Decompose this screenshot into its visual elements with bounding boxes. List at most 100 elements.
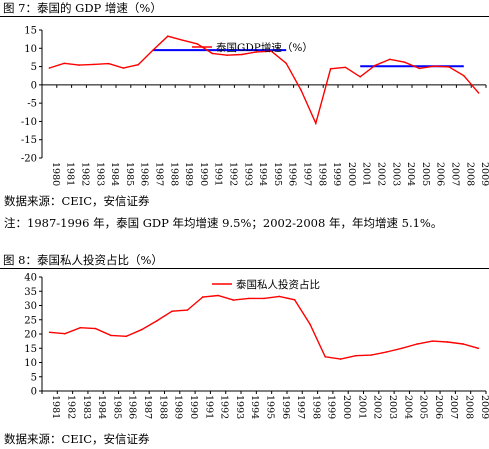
data-point [232, 299, 235, 301]
x-tick-label: 1990 [198, 162, 209, 186]
data-point [300, 89, 302, 91]
data-point [247, 297, 250, 300]
x-tick-label: 1991 [213, 162, 224, 186]
data-point [400, 347, 403, 350]
x-tick-label: 1985 [124, 162, 135, 186]
x-tick-label: 1992 [219, 395, 230, 419]
y-tick-label: 40 [24, 273, 37, 284]
data-point [122, 67, 125, 69]
data-point [107, 62, 110, 65]
data-point [309, 323, 311, 325]
data-point [270, 50, 273, 53]
x-tick-label: 2000 [341, 395, 352, 419]
y-tick-label: 20 [24, 330, 37, 341]
data-point [416, 343, 418, 345]
data-point [93, 63, 95, 66]
x-tick-label: 2008 [464, 162, 475, 186]
x-tick-label: 2003 [390, 162, 401, 186]
data-point [63, 62, 65, 65]
x-tick-label: 1998 [316, 162, 327, 186]
x-tick-label: 2001 [361, 162, 372, 186]
data-point [477, 347, 480, 350]
data-point [263, 297, 265, 300]
data-point [48, 67, 51, 69]
x-tick-label: 1991 [203, 395, 214, 419]
x-tick-label: 1984 [109, 162, 120, 186]
data-point [79, 326, 82, 329]
data-point [463, 74, 465, 77]
data-point [374, 64, 376, 67]
x-tick-label: 2004 [402, 395, 413, 419]
legend-label: 泰国GDP增速（%） [216, 41, 313, 54]
x-tick-label: 1980 [50, 162, 61, 186]
data-point [125, 335, 128, 338]
x-tick-label: 1993 [234, 395, 245, 419]
x-tick-label: 2008 [464, 395, 475, 419]
x-tick-label: 1994 [249, 395, 260, 419]
x-tick-label: 1989 [183, 162, 194, 186]
x-tick-label: 1986 [139, 162, 150, 186]
data-point [171, 310, 173, 312]
data-point [359, 76, 362, 78]
x-tick-label: 1994 [257, 162, 268, 186]
y-tick-label: -15 [21, 135, 37, 146]
data-point [186, 309, 189, 311]
x-tick-label: 1987 [154, 162, 165, 186]
x-tick-label: 1988 [157, 395, 168, 419]
data-point [110, 334, 112, 337]
y-tick-label: 30 [24, 301, 37, 312]
data-point [140, 328, 143, 331]
x-tick-label: 2005 [418, 395, 429, 419]
x-tick-label: 1996 [287, 162, 298, 186]
x-tick-label: 1981 [50, 395, 61, 419]
data-point [78, 64, 80, 66]
data-point [255, 51, 258, 53]
x-tick-label: 1983 [94, 162, 105, 186]
data-point [152, 49, 154, 51]
y-tick-label: 10 [24, 44, 37, 55]
data-point [226, 54, 228, 57]
figure-1-source: 数据来源：CEIC，安信证券 [4, 194, 150, 208]
data-point [418, 67, 421, 70]
x-tick-label: 1987 [142, 395, 153, 419]
data-point [241, 53, 243, 56]
x-tick-label: 1985 [111, 395, 122, 419]
data-point [64, 332, 66, 335]
x-tick-label: 1982 [80, 162, 91, 186]
y-tick-label: 15 [24, 26, 37, 37]
data-point [156, 320, 158, 322]
data-point [315, 122, 317, 125]
x-tick-label: 1982 [65, 395, 76, 419]
x-tick-label: 2002 [376, 162, 387, 186]
data-point [285, 62, 288, 65]
x-tick-label: 1999 [326, 395, 337, 419]
x-tick-label: 1989 [173, 395, 184, 419]
y-tick-label: 15 [24, 344, 37, 355]
y-tick-label: -5 [27, 99, 37, 110]
data-point [278, 295, 281, 298]
x-tick-label: 1999 [331, 162, 342, 186]
data-point [217, 294, 219, 297]
x-tick-label: 1995 [272, 162, 283, 186]
x-tick-label: 1983 [81, 395, 92, 419]
data-point [448, 66, 450, 68]
data-point [339, 358, 342, 360]
x-tick-label: 2006 [435, 162, 446, 186]
figure-1-note: 注：1987-1996 年，泰国 GDP 年均增速 9.5%；2002-2008… [4, 216, 443, 230]
x-tick-label: 1997 [295, 395, 306, 419]
y-tick-label: -10 [21, 117, 37, 128]
y-tick-label: -20 [21, 154, 37, 165]
x-tick-label: 2004 [405, 162, 416, 186]
x-tick-label: 2005 [420, 162, 431, 186]
figure-1-title: 图 7：泰国的 GDP 增速（%） [0, 0, 489, 17]
x-tick-label: 2002 [372, 395, 383, 419]
series-line [49, 294, 479, 360]
data-point [48, 331, 51, 334]
data-point [462, 343, 464, 345]
data-point [196, 43, 199, 45]
x-tick-label: 1998 [310, 395, 321, 419]
legend-label: 泰国私人投资占比 [236, 278, 320, 291]
data-point [355, 354, 357, 357]
x-tick-label: 1993 [242, 162, 253, 186]
x-tick-label: 2001 [356, 395, 367, 419]
